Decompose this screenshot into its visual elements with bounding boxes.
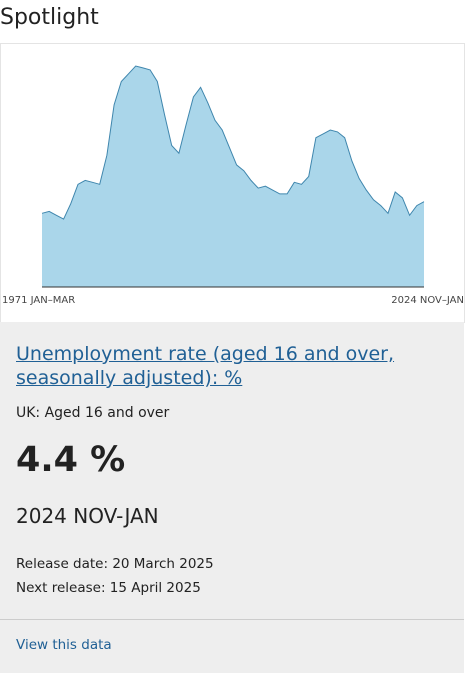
divider [0,619,464,620]
sparkline-svg [41,65,425,288]
spotlight-heading: Spotlight [0,5,99,30]
spotlight-card: Unemployment rate (aged 16 and over, sea… [0,322,464,673]
release-date: Release date: 20 March 2025 [16,556,214,572]
view-data-link[interactable]: View this data [16,637,112,653]
geography-label: UK: Aged 16 and over [16,405,170,421]
x-axis-end-label: 2024 NOV–JAN [391,295,464,306]
x-axis-start-label: 1971 JAN–MAR [2,295,76,306]
time-period: 2024 NOV-JAN [16,504,159,528]
series-line [41,65,425,220]
next-release: Next release: 15 April 2025 [16,580,201,596]
series-area [42,66,424,287]
series-title-link[interactable]: Unemployment rate (aged 16 and over, sea… [16,343,395,389]
sparkline-chart: 1971 JAN–MAR 2024 NOV–JAN [0,43,465,323]
headline-value: 4.4 % [16,440,126,480]
